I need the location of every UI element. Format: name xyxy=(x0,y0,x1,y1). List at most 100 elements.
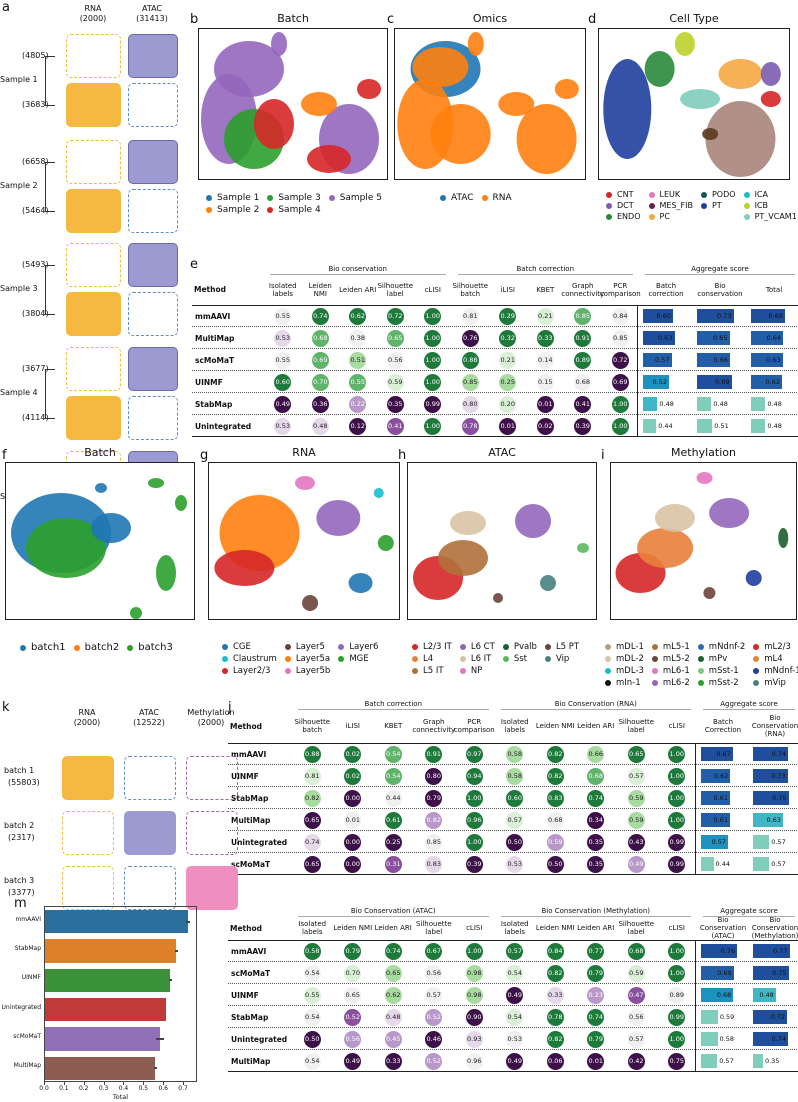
batch-count: (2317) xyxy=(8,833,35,842)
umap-title-h: ATAC xyxy=(488,446,516,459)
score-cell: 0.06 xyxy=(535,1050,576,1072)
header-count: (12522) xyxy=(133,718,165,727)
score-cell: 0.85 xyxy=(564,305,602,327)
legend-item: NP xyxy=(459,666,495,676)
cell-cluster xyxy=(175,495,187,511)
score-value: 0.80 xyxy=(425,767,443,785)
panel-label-k: k xyxy=(2,700,10,715)
column-header: Leiden NMI xyxy=(535,722,575,730)
cell-cluster xyxy=(718,59,763,89)
column-header: iLISI xyxy=(500,285,515,294)
aggregate-bar: 0.75 xyxy=(753,966,789,980)
atac-filled-box xyxy=(128,243,178,287)
score-cell: 0.69 xyxy=(302,349,340,371)
legend-label: L2/3 IT xyxy=(423,642,452,652)
legend-label: Sample 4 xyxy=(278,205,321,215)
score-value: 0.12 xyxy=(349,417,367,435)
cell-cluster xyxy=(654,504,695,532)
legend-marker-icon xyxy=(697,668,704,674)
cell-cluster xyxy=(254,99,294,149)
legend-item: Claustrum xyxy=(222,654,277,664)
panel-label-a: a xyxy=(2,0,10,15)
column-header: cLISI xyxy=(466,924,483,932)
aggregate-bar: 0.73 xyxy=(697,309,734,323)
aggregate-value: 0.57 xyxy=(719,1056,734,1065)
score-cell: 0.96 xyxy=(454,809,495,831)
legend-item: mDL-3 xyxy=(605,666,644,676)
score-value: 0.31 xyxy=(384,855,402,873)
score-cell: 0.43 xyxy=(616,831,657,853)
score-cell: 0.65 xyxy=(377,327,415,349)
score-cell: 0.02 xyxy=(333,743,374,765)
score-value: 0.99 xyxy=(668,1008,686,1026)
score-cell: 0.48 xyxy=(373,1006,414,1028)
aggregate-divider xyxy=(637,305,638,437)
score-value: 0.77 xyxy=(587,942,605,960)
legend-label: mL4 xyxy=(764,654,783,664)
score-cell: 0.56 xyxy=(333,1028,374,1050)
legend-label: DCT xyxy=(617,201,634,210)
score-value: 0.48 xyxy=(384,1008,402,1026)
cell-cluster xyxy=(316,500,361,536)
column-header: KBET xyxy=(384,722,403,730)
cell-cluster xyxy=(603,59,652,159)
score-cell: 0.79 xyxy=(576,1028,617,1050)
score-value: 0.29 xyxy=(499,307,517,325)
umap-plot-b xyxy=(198,28,388,180)
legend-item: CNT xyxy=(606,190,641,199)
legend-item: mNdnf-1 xyxy=(753,666,798,676)
sample-label: Sample 4 xyxy=(0,388,38,397)
batch-count: (3377) xyxy=(8,888,35,897)
x-tick xyxy=(44,1082,45,1085)
legend-item: PODO xyxy=(700,190,736,199)
method-name: UINMF xyxy=(231,990,259,1000)
score-value: 0.76 xyxy=(461,329,479,347)
column-group-header: Aggregate score xyxy=(703,907,795,917)
legend-label: PC xyxy=(659,212,670,221)
score-value: 0.65 xyxy=(384,964,402,982)
column-header: Graph connectivity xyxy=(561,281,605,298)
score-value: 0.78 xyxy=(461,417,479,435)
legend-label: mL6-2 xyxy=(662,678,690,688)
score-cell: 0.50 xyxy=(292,1028,333,1050)
error-bar xyxy=(154,1067,158,1070)
column-header: Isolated labels xyxy=(500,920,529,936)
legend-label: mDL-3 xyxy=(616,666,644,676)
score-cell: 0.57 xyxy=(495,809,536,831)
score-value: 0.01 xyxy=(536,395,554,413)
score-cell: 0.39 xyxy=(454,853,495,875)
score-cell: 0.74 xyxy=(576,787,617,809)
score-value: 1.00 xyxy=(668,789,686,807)
score-value: 0.34 xyxy=(587,811,605,829)
legend-marker-icon xyxy=(328,195,335,201)
bar-mmAAVI xyxy=(45,910,189,934)
score-cell: 0.21 xyxy=(489,349,527,371)
score-cell: 1.00 xyxy=(414,415,452,437)
umap-plot-c xyxy=(394,28,586,180)
method-name: MultiMap xyxy=(231,815,271,825)
panel-label-c: c xyxy=(387,12,395,27)
legend-label: CNT xyxy=(617,190,634,199)
score-cell: 0.79 xyxy=(333,940,374,962)
legend-item: mPv xyxy=(697,654,745,664)
score-cell: 0.53 xyxy=(264,415,302,437)
legend-item: mL2/3 xyxy=(753,642,798,652)
score-value: 0.97 xyxy=(465,745,483,763)
score-value: 0.82 xyxy=(303,789,321,807)
score-value: 0.57 xyxy=(627,767,645,785)
x-tick xyxy=(143,1082,145,1085)
score-cell: 0.69 xyxy=(602,371,640,393)
legend-label: batch3 xyxy=(138,642,173,653)
score-cell: 0.25 xyxy=(489,371,527,393)
legend-label: mSst-1 xyxy=(708,666,739,676)
score-cell: 0.20 xyxy=(489,393,527,415)
table-row: MultiMap 0.53 0.68 0.38 0.65 1.00 0.76 0.32 0.33… xyxy=(192,327,798,349)
legend-label: mL2/3 xyxy=(764,642,791,652)
score-cell: 0.82 xyxy=(535,743,576,765)
score-value: 0.84 xyxy=(611,307,629,325)
score-value: 0.35 xyxy=(386,395,404,413)
score-cell: 1.00 xyxy=(414,327,452,349)
aggregate-bar: 0.74 xyxy=(753,747,789,761)
legend-marker-icon xyxy=(648,213,655,220)
legend-label: mVip xyxy=(764,678,786,688)
